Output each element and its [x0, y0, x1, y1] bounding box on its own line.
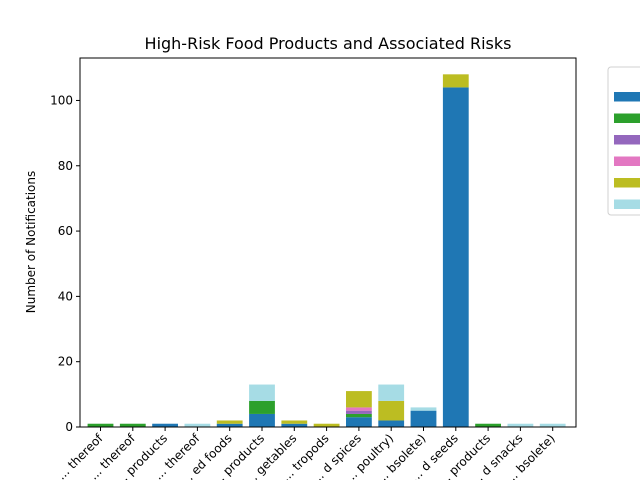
legend-swatch-0 [614, 92, 640, 102]
y-axis: 0 20 40 60 80 100 [50, 93, 80, 434]
bar-segment-4-series-0 [216, 423, 243, 427]
y-tick-label: 40 [58, 289, 73, 303]
bar-segment-0-series-1 [87, 423, 114, 427]
bar-segment-8-series-4 [346, 391, 372, 408]
bar-segment-5-series-5 [249, 384, 275, 401]
y-axis-label: Number of Notifications [24, 171, 38, 314]
bar-segment-7-series-4 [313, 423, 340, 427]
plot-frame [79, 57, 577, 428]
bar-segment-6-series-4 [281, 420, 308, 424]
bar-segment-10-series-5 [410, 407, 437, 411]
legend-swatch-5 [614, 199, 640, 209]
y-tick-label: 80 [58, 159, 73, 173]
chart-title: High-Risk Food Products and Associated R… [145, 34, 512, 53]
bar-segment-9-series-4 [378, 400, 405, 421]
x-axis: ... thereof... thereof... products... th… [54, 427, 558, 484]
legend-swatch-4 [614, 178, 640, 188]
bar-segment-4-series-4 [216, 420, 243, 424]
bar-segment-5-series-0 [249, 413, 275, 427]
bar-segment-1-series-1 [119, 423, 146, 427]
bar-segment-9-series-0 [378, 420, 405, 427]
legend-swatch-3 [614, 156, 640, 166]
bar-segment-6-series-0 [281, 423, 308, 427]
bar-segment-8-series-1 [346, 413, 372, 418]
y-tick-label: 60 [58, 224, 73, 238]
y-tick-label: 0 [65, 420, 73, 434]
bar-segment-2-series-0 [152, 423, 178, 427]
bar-segment-12-series-1 [475, 423, 501, 427]
bar-segment-11-series-4 [442, 74, 469, 88]
bar-segment-11-series-0 [442, 87, 469, 427]
bar-segment-13-series-5 [507, 423, 534, 427]
legend-swatch-2 [614, 135, 640, 145]
legend-swatches [614, 92, 640, 209]
bar-segment-9-series-5 [378, 384, 405, 401]
bar-segment-8-series-3 [346, 407, 372, 411]
y-tick-label: 20 [58, 355, 73, 369]
bars-layer [87, 74, 566, 427]
legend-swatch-1 [614, 113, 640, 123]
bar-segment-10-series-0 [410, 410, 437, 427]
bar-segment-14-series-5 [539, 423, 566, 427]
legend [607, 66, 640, 216]
bar-segment-3-series-5 [184, 423, 211, 427]
bar-segment-8-series-2 [346, 410, 372, 414]
bar-segment-5-series-1 [249, 400, 275, 414]
y-tick-label: 100 [50, 93, 73, 107]
bar-segment-8-series-0 [346, 417, 372, 427]
